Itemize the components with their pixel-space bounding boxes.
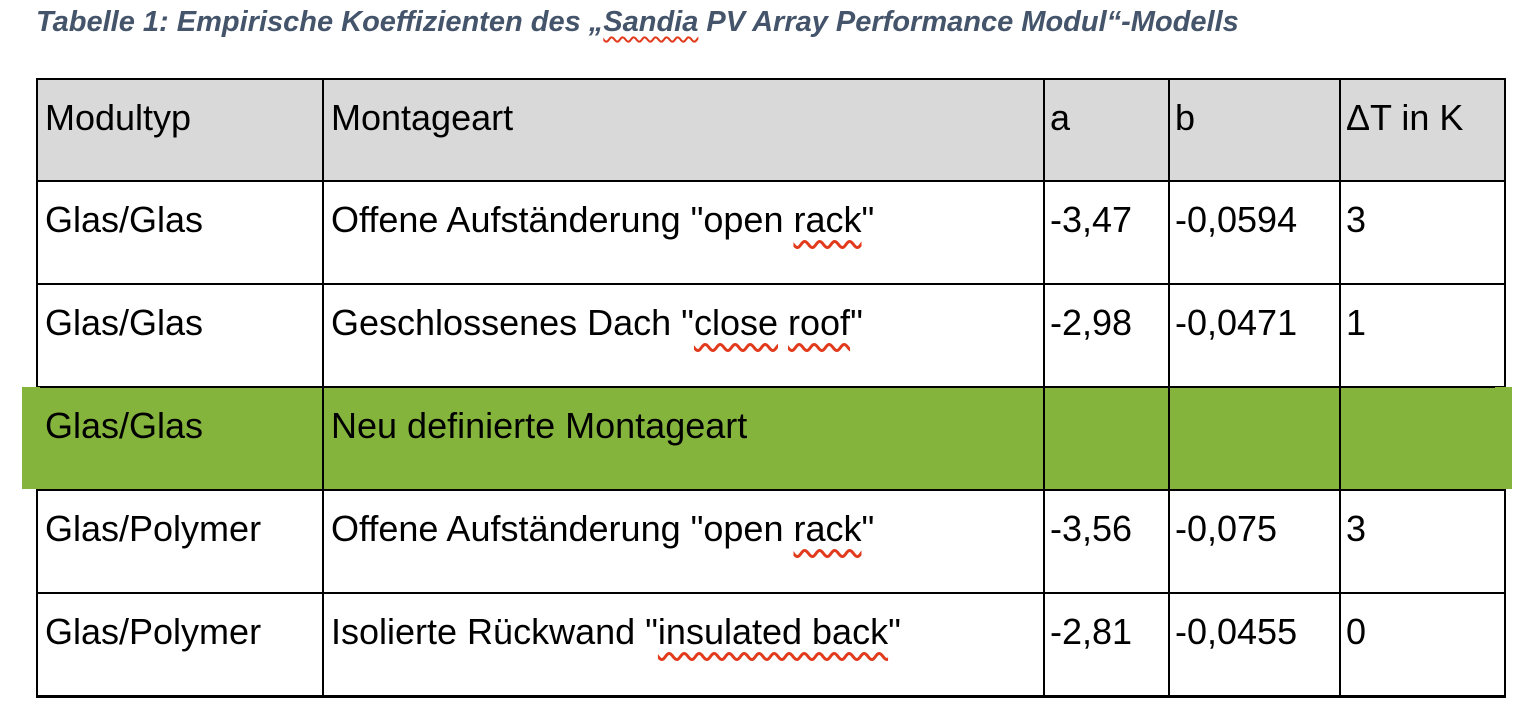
cell-montageart: Isolierte Rückwand "insulated back" [322,592,1045,698]
coefficients-table: Modultyp Montageart a b ΔT in K Glas/Gla… [36,78,1506,698]
misspelled-text: roof [788,302,851,343]
table-row: Glas/Polymer Offene Aufständerung "open … [36,489,1506,594]
text-segment: Neu definierte Montageart [331,405,748,446]
cell-modultyp: Glas/Glas [36,283,324,388]
cell-a: -2,98 [1043,283,1170,388]
table-caption: Tabelle 1: Empirische Koeffizienten des … [36,6,1239,39]
cell-delta-t: 3 [1339,180,1506,285]
cell-a: -3,47 [1043,180,1170,285]
cell-a [1043,386,1170,491]
text-segment: Geschlossenes Dach " [331,302,694,343]
table-row: Glas/Glas Geschlossenes Dach "close roof… [36,283,1506,388]
cell-modultyp: Glas/Polymer [36,489,324,594]
cell-delta-t [1339,386,1506,491]
green-highlight-overhang-left [22,387,40,489]
table-row-highlighted: Glas/Glas Neu definierte Montageart [36,386,1506,491]
green-highlight-overhang-right [1495,387,1512,489]
cell-a: -3,56 [1043,489,1170,594]
text-segment: " [850,302,863,343]
cell-delta-t: 3 [1339,489,1506,594]
cell-montageart: Offene Aufständerung "open rack" [322,489,1045,594]
cell-modultyp: Glas/Glas [36,386,324,491]
cell-a: -2,81 [1043,592,1170,698]
text-segment: Isolierte Rückwand " [331,611,658,652]
cell-delta-t: 0 [1339,592,1506,698]
header-cell-delta-t: ΔT in K [1339,78,1506,182]
cell-montageart: Geschlossenes Dach "close roof" [322,283,1045,388]
cell-montageart: Neu definierte Montageart [322,386,1045,491]
cell-modultyp: Glas/Polymer [36,592,324,698]
header-cell-b: b [1168,78,1341,182]
cell-b: -0,0594 [1168,180,1341,285]
text-segment: Tabelle 1: Empirische Koeffizienten des … [36,6,604,38]
text-segment [778,302,788,343]
cell-b: -0,075 [1168,489,1341,594]
header-row: Modultyp Montageart a b ΔT in K [36,78,1506,182]
cell-modultyp: Glas/Glas [36,180,324,285]
text-segment: " [861,508,875,549]
misspelled-text: Sandia [603,6,699,38]
header-cell-a: a [1043,78,1170,182]
table-row: Glas/Glas Offene Aufständerung "open rac… [36,180,1506,285]
misspelled-text: insulated back [657,611,889,652]
misspelled-text: rack [793,199,862,240]
cell-b: -0,0455 [1168,592,1341,698]
misspelled-text: close [693,302,778,343]
misspelled-text: rack [793,508,862,549]
text-segment: PV Array Performance Modul“-Modells [698,6,1239,38]
header-cell-modultyp: Modultyp [36,78,324,182]
cell-montageart: Offene Aufständerung "open rack" [322,180,1045,285]
cell-b [1168,386,1341,491]
text-segment: Offene Aufständerung "open [331,508,794,549]
text-segment: " [888,611,901,652]
header-cell-montageart: Montageart [322,78,1045,182]
cell-b: -0,0471 [1168,283,1341,388]
cell-delta-t: 1 [1339,283,1506,388]
text-segment: Offene Aufständerung "open [331,199,794,240]
text-segment: " [861,199,875,240]
table-row: Glas/Polymer Isolierte Rückwand "insulat… [36,592,1506,698]
